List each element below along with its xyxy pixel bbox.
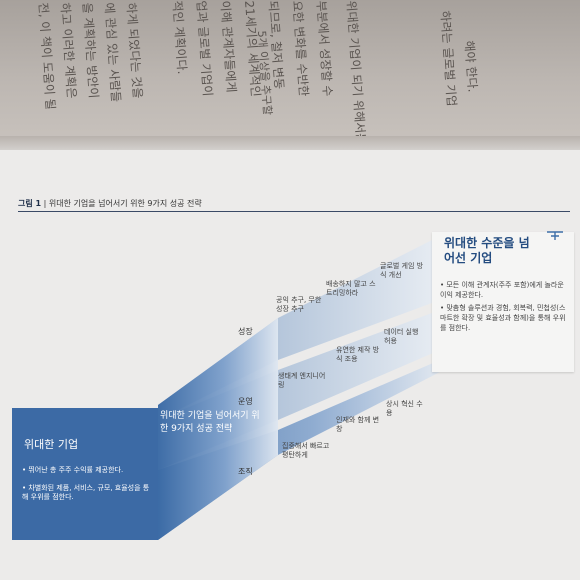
operations-item: 데이터 실행 허용: [384, 328, 419, 345]
center-title: 위대한 기업을 넘어서기 위한 9가지 성공 전략: [160, 411, 260, 434]
start-block: [12, 408, 158, 540]
growth-item: 글로벌 게임 방식 개선: [380, 262, 424, 279]
start-bullet: • 차별화된 제품, 서비스, 규모, 효율성을 통해 우위를 점한다.: [22, 484, 150, 501]
caption-label: 그림 1: [18, 199, 42, 208]
end-bullets: • 모든 이해 관계자(주주 포함)에게 놀라운 이익 제공한다. • 맞춤형 …: [440, 280, 568, 336]
center-block: [158, 318, 278, 540]
start-title: 위대한 기업: [24, 438, 79, 451]
organization-item: 집중해서 빠르고 평탄하게: [282, 442, 330, 459]
organization-item: 상시 혁신 수용: [386, 400, 423, 417]
operations-item: 생태계 엔지니어링: [278, 372, 326, 389]
growth-item: 공익 추구, 무한 성장 추구: [276, 296, 322, 313]
caption-separator: |: [43, 199, 47, 208]
end-box: [432, 232, 574, 372]
end-bullet: • 모든 이해 관계자(주주 포함)에게 놀라운 이익 제공한다.: [440, 281, 564, 299]
caption-rule: [18, 211, 570, 212]
growth-item: 배송하지 말고 스트리밍하라: [326, 280, 376, 297]
caption-title: 위대한 기업을 넘어서기 위한 9가지 성공 전략: [48, 199, 202, 208]
operations-item: 유연한 제작 방식 조용: [336, 346, 380, 363]
bookmark-icon: [546, 230, 564, 245]
organization-band: [158, 360, 440, 540]
row-label-organization: 조직: [238, 467, 253, 476]
organization-item: 인재와 함께 변창: [336, 416, 380, 433]
row-label-growth: 성장: [238, 327, 253, 336]
figure-caption: 그림 1 | 위대한 기업을 넘어서기 위한 9가지 성공 전략: [18, 198, 202, 209]
start-bullet: • 뛰어난 총 주주 수익률 제공한다.: [22, 466, 124, 474]
end-title: 위대한 수준을 넘어선 기업: [444, 236, 530, 265]
previous-page: 5개 이상을 추구할 위대한 기업이 되기 위해서는 무엇이 필요할까? 하려는…: [0, 0, 580, 150]
row-label-operations: 운영: [238, 397, 253, 406]
end-bullet: • 맞춤형 솔루션과 경험, 회복력, 민첩성(스마트한 확장 및 효율성과 함…: [440, 304, 566, 332]
